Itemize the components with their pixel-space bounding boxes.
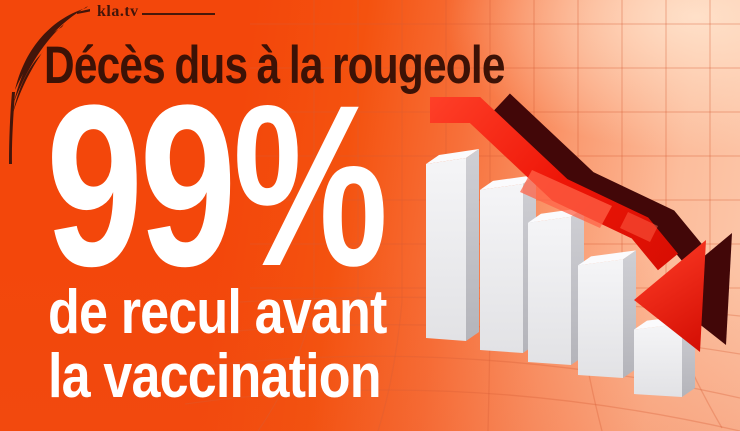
trend-arrow: [430, 93, 732, 352]
bar-top: [426, 149, 479, 164]
subtitle-line1: de recul avant: [48, 278, 387, 347]
bar-front: [578, 259, 623, 378]
swoosh-arcs: [9, 6, 90, 164]
arrow-bend-highlight: [520, 170, 612, 228]
arrow-bend-highlight-2: [620, 212, 658, 242]
header-rule: [142, 13, 215, 15]
bar-top: [480, 174, 536, 190]
bars-group: [426, 149, 695, 397]
bar-front: [528, 216, 571, 365]
bar-front: [634, 323, 682, 397]
subtitle-line2: la vaccination: [48, 342, 382, 411]
bar-side: [623, 250, 636, 378]
bar-top: [578, 250, 636, 266]
bar-front: [426, 158, 466, 341]
stat-value: 99%: [46, 57, 388, 314]
kla-tv-swoosh-icon: [9, 6, 90, 164]
bar-front: [480, 183, 523, 353]
brand-wordmark: kla.tv: [97, 3, 139, 20]
bar-side: [466, 149, 479, 341]
headline-title: Décès dus à la rougeole: [44, 36, 505, 95]
arrow-head: [634, 240, 706, 352]
